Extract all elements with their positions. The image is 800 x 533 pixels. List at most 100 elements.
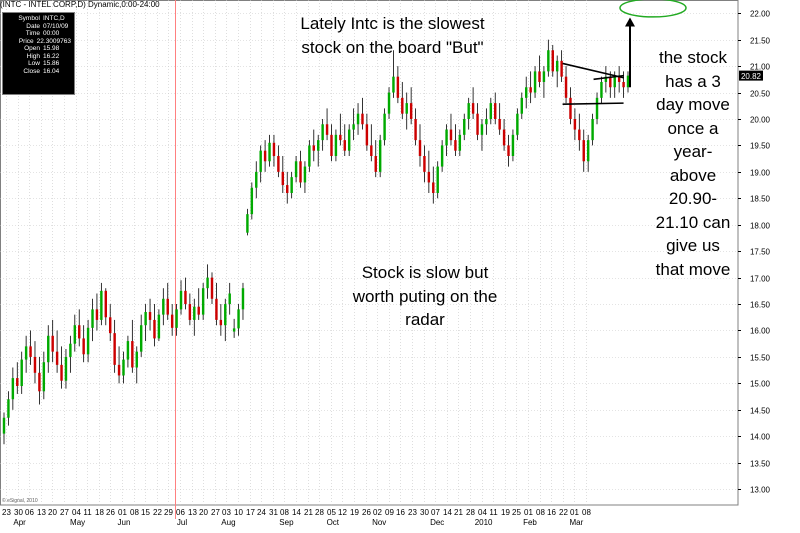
candle-body (392, 76, 395, 93)
candle-body (162, 298, 165, 315)
candle-body (480, 124, 484, 135)
x-tick-label: 20 (199, 508, 208, 517)
candle-body (613, 76, 616, 88)
x-month-label: Aug (221, 518, 235, 527)
candle-body (303, 166, 307, 183)
candle-body (148, 311, 152, 320)
target-ellipse (619, 0, 687, 18)
candle-body (533, 71, 537, 93)
y-tick-label: 16.50 (750, 301, 771, 310)
candle-body (339, 134, 342, 141)
candle-body (24, 346, 28, 360)
candle-body (60, 364, 63, 381)
x-month-label: Mar (570, 518, 584, 527)
annotation-middle: Stock is slow but worth puting on the rada… (315, 261, 535, 332)
x-tick-label: 15 (141, 508, 150, 517)
x-tick-label: 18 (95, 508, 104, 517)
x-tick-label: 09 (385, 508, 394, 517)
y-tick-label: 21.00 (750, 63, 771, 72)
copyright-text: © eSignal, 2010 (2, 498, 38, 504)
plot-frame (0, 0, 739, 506)
candle-body (507, 145, 510, 156)
x-tick-label: 13 (188, 508, 197, 517)
candle-body (520, 97, 524, 114)
x-tick-label: 28 (466, 508, 475, 517)
candle-body (449, 129, 453, 141)
y-tick-label: 13.50 (750, 460, 771, 469)
candle-body (383, 113, 386, 141)
candle-body (166, 298, 169, 315)
y-tick-label: 17.50 (750, 248, 771, 257)
candle-body (206, 277, 209, 289)
candle-body (551, 50, 554, 72)
x-tick-label: 08 (280, 508, 289, 517)
x-tick-label: 26 (106, 508, 115, 517)
candle-body (175, 309, 178, 328)
candle-body (197, 306, 200, 315)
info-key: High (26, 52, 40, 60)
candle-body (401, 97, 404, 114)
candle-body (547, 50, 550, 72)
x-month-label: Feb (523, 518, 537, 527)
candle-body (529, 87, 532, 93)
candle-body (432, 182, 435, 194)
candle-body (387, 92, 391, 114)
x-tick-label: 10 (234, 508, 243, 517)
x-tick-label: 20 (48, 508, 57, 517)
candle-body (281, 171, 285, 186)
candle-body (316, 140, 320, 151)
candle-body (374, 155, 377, 172)
candle-body (201, 288, 205, 315)
candle-body (516, 113, 519, 135)
candle-body (184, 290, 187, 305)
candle-body (582, 140, 585, 162)
x-tick-label: 07 (431, 508, 440, 517)
last-price-label: 20.82 (741, 72, 762, 81)
candle-body (272, 142, 276, 156)
candle-body (409, 103, 413, 119)
candle-body (591, 118, 594, 141)
candle-body (33, 356, 37, 373)
candle-body (139, 325, 143, 352)
candle-body (95, 309, 99, 320)
candle-body (82, 338, 85, 355)
info-key: Symbol (18, 15, 40, 22)
candle-body (55, 351, 59, 365)
info-value: 15.98 (43, 45, 60, 52)
x-month-label: Apr (13, 518, 26, 527)
info-row: Low 15.86 (6, 60, 71, 68)
candle-body (564, 76, 568, 98)
x-tick-label: 23 (408, 508, 417, 517)
annotation-line: above (669, 165, 717, 185)
candle-body (312, 145, 316, 151)
candle-body (569, 97, 572, 119)
candle-body (299, 161, 302, 183)
candle-body (91, 309, 94, 328)
candle-body (405, 103, 408, 114)
x-tick-label: 21 (454, 508, 463, 517)
x-tick-label: 16 (547, 508, 556, 517)
y-tick-label: 13.00 (750, 486, 771, 495)
x-tick-label: 23 (2, 508, 11, 517)
candle-body (560, 60, 563, 77)
info-row: High 16.22 (6, 53, 71, 61)
candle-body (365, 124, 369, 146)
last-price-tag (739, 70, 763, 81)
data-window: Symbol INTC,D Date 07/10/09 Time 00:00 Price 22… (2, 12, 75, 95)
x-month-label: May (70, 518, 85, 527)
x-tick-label: 11 (83, 508, 92, 517)
annotation-line: has a 3 (665, 71, 721, 91)
candle-body (467, 103, 470, 119)
candle-body (458, 134, 462, 151)
candle-body (573, 118, 577, 130)
candle-body (330, 134, 333, 156)
candle-body (321, 124, 324, 141)
info-row: Time 00:00 (6, 30, 71, 38)
candle-body (626, 75, 630, 88)
candle-body (126, 341, 130, 360)
candle-body (73, 325, 77, 344)
candle-body (263, 150, 267, 162)
candle-body (51, 335, 54, 352)
info-value: 00:00 (43, 30, 60, 37)
trend-line (593, 74, 624, 81)
